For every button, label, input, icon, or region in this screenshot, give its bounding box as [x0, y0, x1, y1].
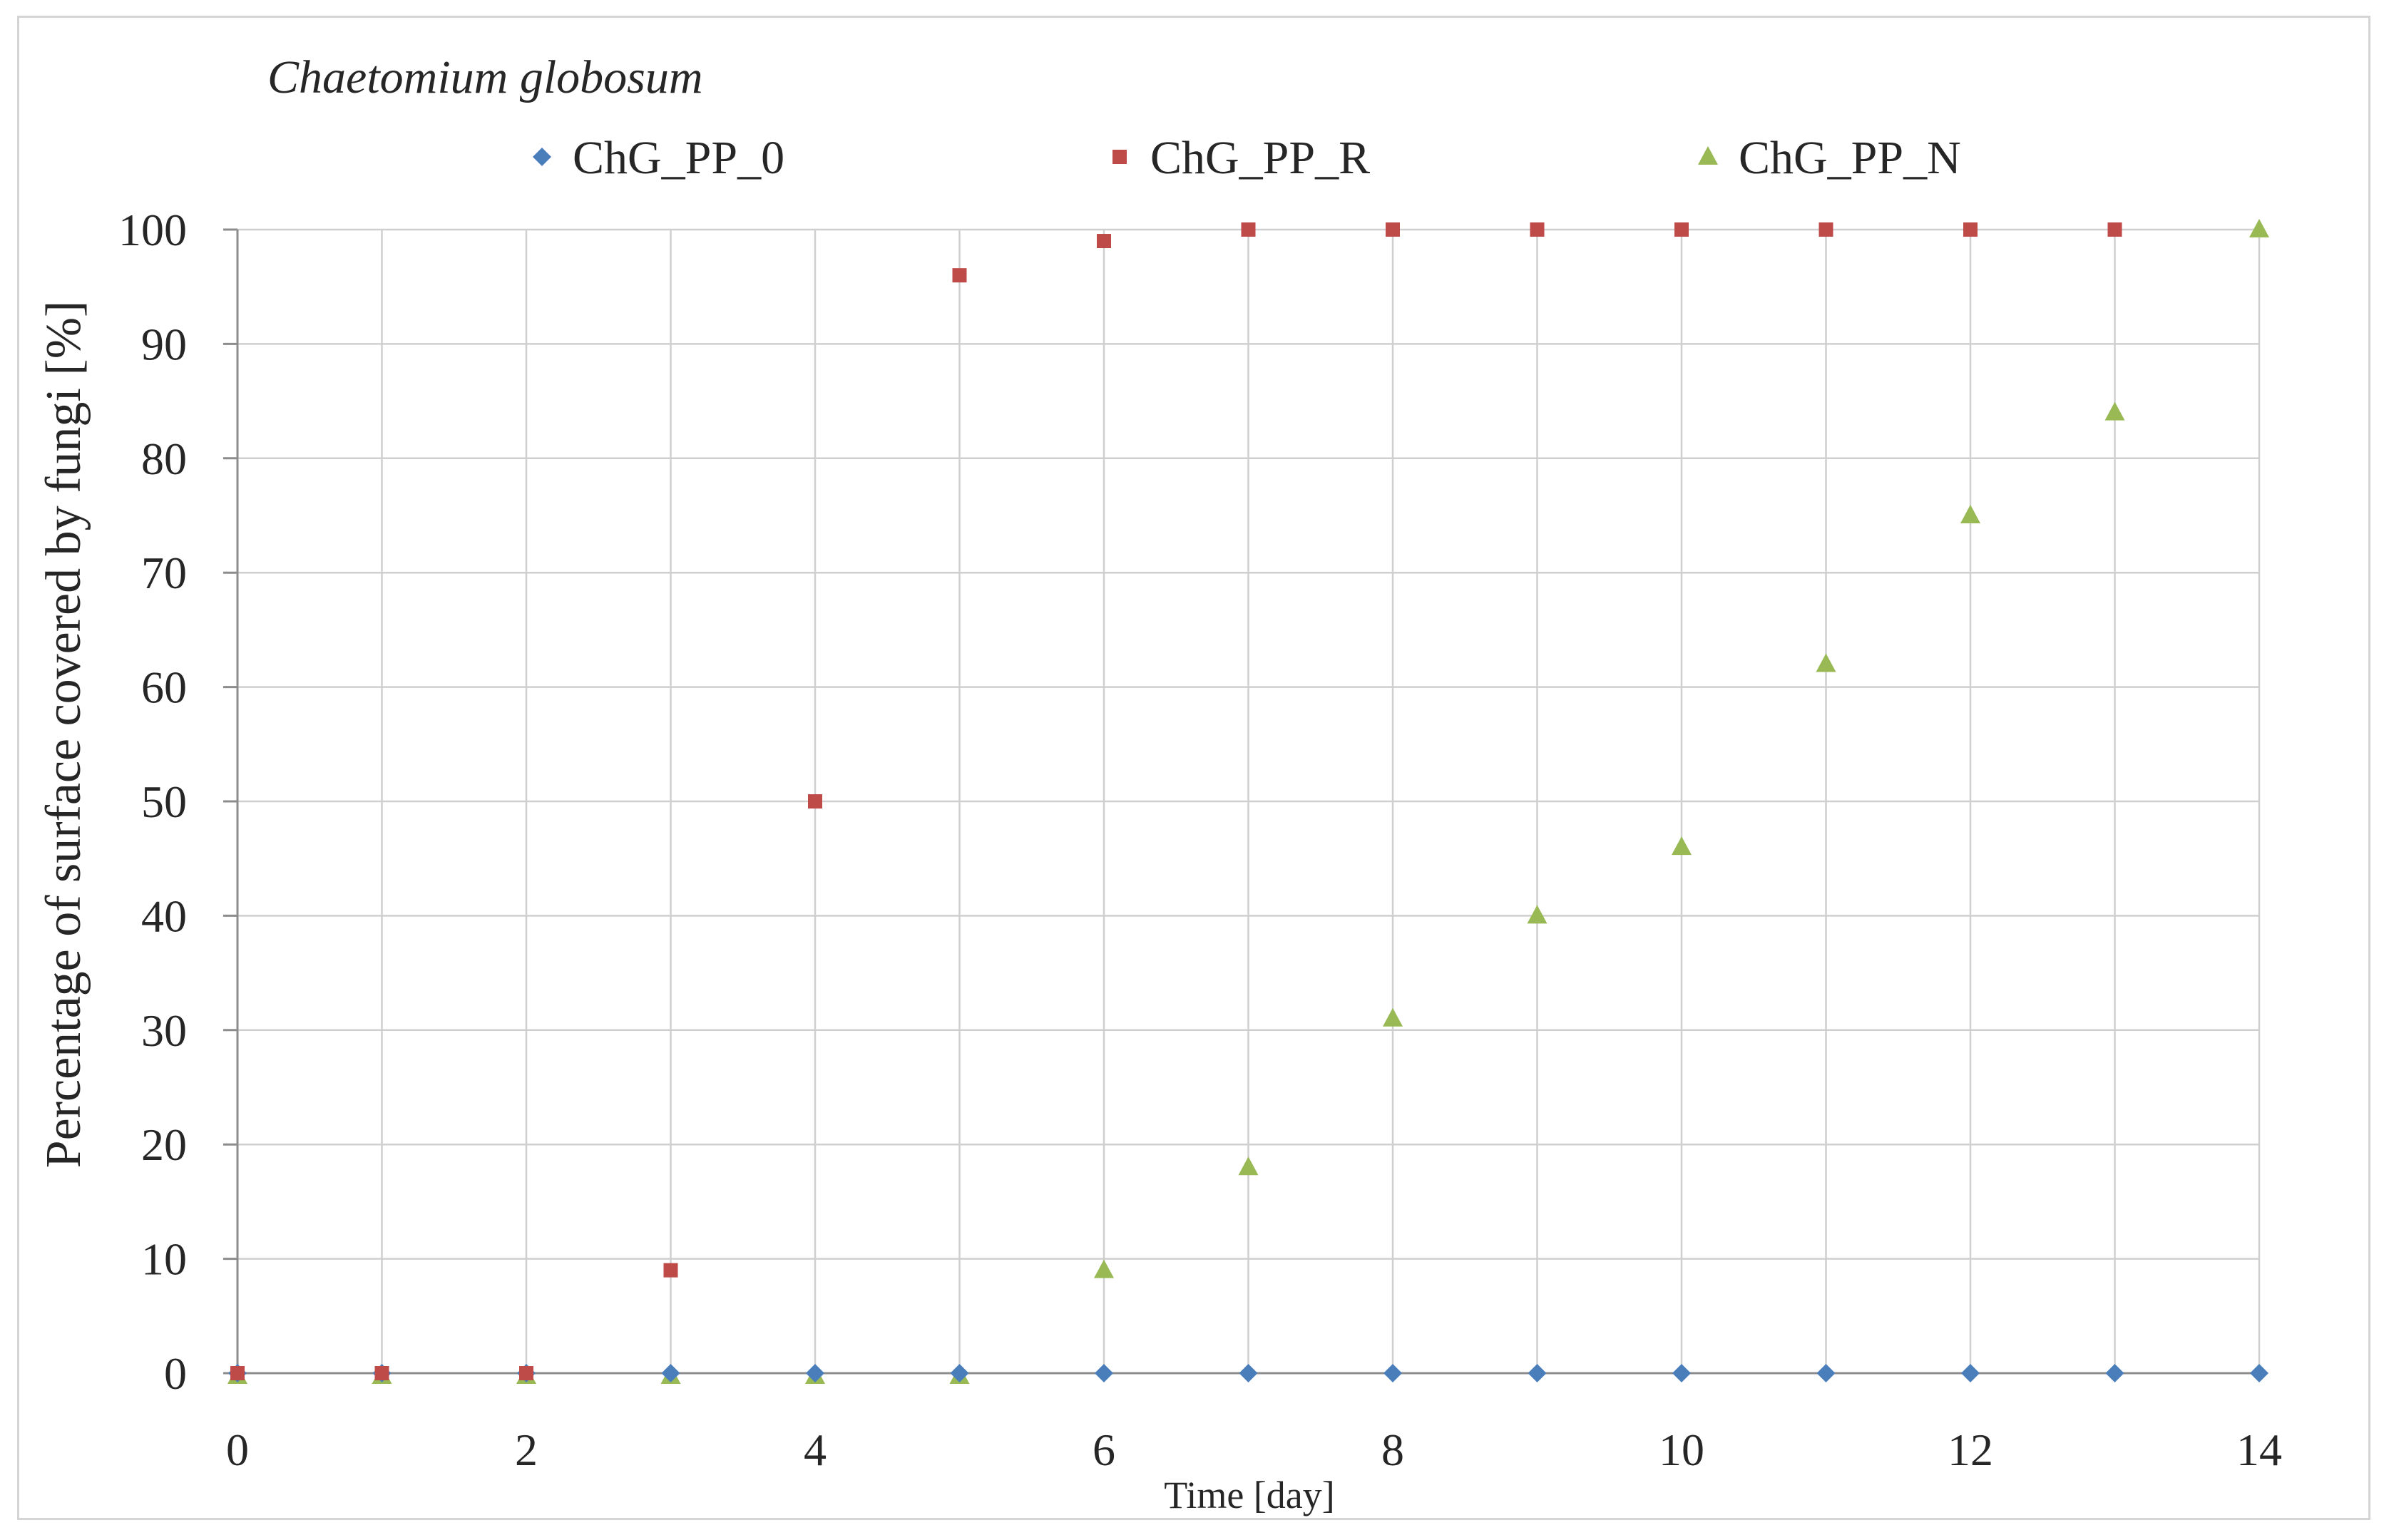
y-tick-label: 60	[141, 662, 187, 713]
data-point-ChG_PP_N: ChG_PP_N: day 13, 84%	[2104, 401, 2125, 421]
y-tick-label: 0	[164, 1348, 187, 1399]
data-point-ChG_PP_R: ChG_PP_R: day 9, 100%	[1530, 222, 1545, 237]
legend-label-ChG_PP_N: ChG_PP_N	[1739, 132, 1961, 184]
data-point-ChG_PP_0: ChG_PP_0: day 4, 0%	[806, 1364, 824, 1382]
y-tick-label: 40	[141, 890, 187, 941]
legend-label-ChG_PP_0: ChG_PP_0	[573, 132, 784, 184]
x-tick-label: 2	[515, 1424, 538, 1475]
data-point-ChG_PP_0: ChG_PP_0: day 10, 0%	[1672, 1364, 1691, 1382]
data-point-ChG_PP_N: ChG_PP_N: day 11, 62%	[1816, 653, 1836, 672]
axes: 0 10 20 30 40 50 60 70 80 90 100 0 2 4 6 8 10 12 14	[118, 205, 2282, 1475]
legend-item-ChG_PP_R: ChG_PP_R	[1112, 132, 1370, 184]
series-ChG_PP_0: ChG_PP_0: day 0, 0%ChG_PP_0: day 1, 0%Ch…	[228, 1364, 2268, 1382]
data-point-ChG_PP_R: ChG_PP_R: day 13, 100%	[2107, 222, 2122, 237]
legend-marker-ChG_PP_N	[1698, 146, 1718, 165]
data-point-ChG_PP_R: ChG_PP_R: day 6, 99%	[1097, 234, 1111, 249]
data-point-ChG_PP_R: ChG_PP_R: day 11, 100%	[1818, 222, 1833, 237]
data-point-ChG_PP_R: ChG_PP_R: day 4, 50%	[808, 794, 822, 808]
data-point-ChG_PP_0: ChG_PP_0: day 6, 0%	[1095, 1364, 1113, 1382]
legend-marker-ChG_PP_0	[533, 148, 551, 166]
legend-item-ChG_PP_N: ChG_PP_N	[1698, 132, 1961, 184]
data-point-ChG_PP_R: ChG_PP_R: day 5, 96%	[952, 268, 967, 283]
y-tick-label: 20	[141, 1119, 187, 1170]
data-point-ChG_PP_R: ChG_PP_R: day 10, 100%	[1674, 222, 1689, 237]
data-point-ChG_PP_0: ChG_PP_0: day 8, 0%	[1383, 1364, 1402, 1382]
x-axis-label: Time [day]	[1164, 1474, 1335, 1516]
x-tick-label: 8	[1381, 1424, 1404, 1475]
x-tick-label: 10	[1659, 1424, 1704, 1475]
x-tick-label: 6	[1093, 1424, 1115, 1475]
data-point-ChG_PP_N: ChG_PP_N: day 9, 40%	[1527, 905, 1548, 924]
data-point-ChG_PP_0: ChG_PP_0: day 12, 0%	[1961, 1364, 1980, 1382]
x-tick-label: 4	[804, 1424, 827, 1475]
y-tick-label: 30	[141, 1005, 187, 1056]
data-point-ChG_PP_0: ChG_PP_0: day 14, 0%	[2250, 1364, 2268, 1382]
data-point-ChG_PP_R: ChG_PP_R: day 1, 0%	[374, 1366, 389, 1380]
data-point-ChG_PP_R: ChG_PP_R: day 8, 100%	[1386, 222, 1400, 237]
data-point-ChG_PP_N: ChG_PP_N: day 12, 75%	[1960, 505, 1980, 523]
legend-label-ChG_PP_R: ChG_PP_R	[1150, 132, 1370, 184]
data-point-ChG_PP_0: ChG_PP_0: day 3, 0%	[661, 1364, 680, 1382]
data-point-ChG_PP_0: ChG_PP_0: day 11, 0%	[1816, 1364, 1836, 1382]
data-point-ChG_PP_0: ChG_PP_0: day 9, 0%	[1528, 1364, 1547, 1382]
y-tick-label: 80	[141, 433, 187, 484]
data-point-ChG_PP_N: ChG_PP_N: day 14, 100%	[2249, 219, 2269, 237]
legend-item-ChG_PP_0: ChG_PP_0	[533, 132, 784, 184]
data-point-ChG_PP_N: ChG_PP_N: day 7, 18%	[1238, 1156, 1259, 1176]
series-ChG_PP_R: ChG_PP_R: day 0, 0% ChG_PP_R: day 1, 0% Ch…	[230, 222, 2122, 1380]
chart-title: Chaetomium globosum	[267, 51, 703, 103]
data-point-ChG_PP_R: ChG_PP_R: day 2, 0%	[519, 1366, 533, 1380]
y-tick-label: 10	[141, 1234, 187, 1285]
data-point-ChG_PP_0: ChG_PP_0: day 5, 0%	[950, 1364, 969, 1382]
y-axis-label: Percentage of surface covered by fungi […	[36, 301, 91, 1169]
y-tick-label: 100	[118, 205, 187, 255]
data-point-ChG_PP_N: ChG_PP_N: day 10, 46%	[1672, 836, 1692, 856]
chart-frame	[17, 16, 2370, 1520]
data-point-ChG_PP_0: ChG_PP_0: day 7, 0%	[1239, 1364, 1258, 1382]
data-marks: ChG_PP_N: day 0, 0%ChG_PP_N: day 1, 0%Ch…	[227, 219, 2269, 1384]
y-tick-label: 70	[141, 548, 187, 598]
data-point-ChG_PP_0: ChG_PP_0: day 13, 0%	[2105, 1364, 2124, 1382]
y-tick-label: 50	[141, 776, 187, 827]
grid	[236, 228, 2261, 1375]
data-point-ChG_PP_N: ChG_PP_N: day 8, 31%	[1383, 1007, 1403, 1027]
x-tick-label: 12	[1948, 1424, 1993, 1475]
x-tick-label: 0	[226, 1424, 249, 1475]
x-tick-label: 14	[2236, 1424, 2282, 1475]
legend: ChG_PP_0 ChG_PP_R ChG_PP_N	[533, 132, 1961, 184]
legend-marker-ChG_PP_R	[1112, 150, 1127, 164]
data-point-ChG_PP_R: ChG_PP_R: day 12, 100%	[1963, 222, 1978, 237]
y-tick-label: 90	[141, 319, 187, 369]
data-point-ChG_PP_R: ChG_PP_R: day 7, 100%	[1241, 222, 1256, 237]
data-point-ChG_PP_R: ChG_PP_R: day 3, 9%	[663, 1263, 678, 1278]
data-point-ChG_PP_N: ChG_PP_N: day 6, 9%	[1094, 1259, 1114, 1278]
data-point-ChG_PP_R: ChG_PP_R: day 0, 0%	[230, 1366, 245, 1380]
